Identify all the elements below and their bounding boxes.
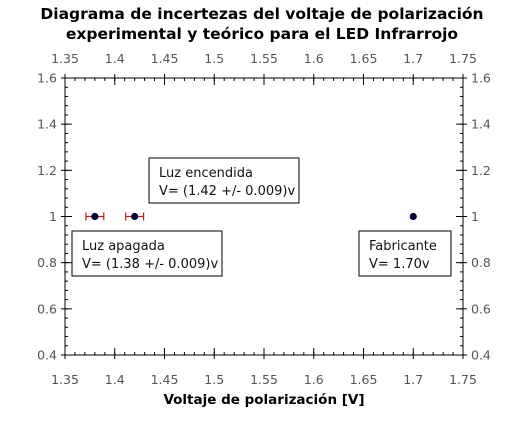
axis-ticks: 1.35 1.35 1.4 1.4 1.45 1.45 1.5 1.5 1.55 1.55 1.6 1… xyxy=(37,51,491,387)
x-tick-label-bottom: 1.55 xyxy=(250,372,278,387)
x-tick-label-bottom: 1.6 xyxy=(304,372,324,387)
x-tick-label-bottom: 1.5 xyxy=(204,372,224,387)
annotation-box xyxy=(358,230,452,277)
x-tick-label-top: 1.6 xyxy=(304,51,324,66)
annotation-box xyxy=(148,157,300,204)
y-tick-label-left: 1 xyxy=(49,209,57,224)
chart-title-line-2: experimental y teórico para el LED Infra… xyxy=(66,25,458,43)
y-tick-label-right: 1.6 xyxy=(471,71,491,86)
x-tick-label-top: 1.65 xyxy=(350,51,378,66)
data-point xyxy=(131,212,139,221)
x-tick-label-bottom: 1.75 xyxy=(449,372,477,387)
y-tick-label-left: 0.8 xyxy=(37,255,57,270)
x-tick-label-bottom: 1.7 xyxy=(403,372,423,387)
data-point xyxy=(91,212,99,221)
x-tick-label-bottom: 1.45 xyxy=(151,372,179,387)
data-point xyxy=(409,212,417,221)
annotation-text: V= (1.38 +/- 0.009)v xyxy=(82,257,218,272)
annotation-fabricante: Fabricante V= 1.70v xyxy=(358,230,452,277)
x-tick-label-top: 1.5 xyxy=(204,51,224,66)
annotation-text: Luz apagada xyxy=(82,239,165,254)
y-tick-label-right: 0.8 xyxy=(471,255,491,270)
annotation-text: Fabricante xyxy=(369,239,437,254)
x-tick-label-top: 1.75 xyxy=(449,51,477,66)
annotation-text: V= (1.42 +/- 0.009)v xyxy=(159,184,295,199)
annotation-box xyxy=(71,230,223,277)
annotation-text: V= 1.70v xyxy=(369,257,430,272)
y-tick-label-left: 1.2 xyxy=(37,163,57,178)
annotation-luz-apagada: Luz apagada V= (1.38 +/- 0.009)v xyxy=(71,230,223,277)
x-tick-label-bottom: 1.35 xyxy=(51,372,79,387)
x-tick-label-top: 1.55 xyxy=(250,51,278,66)
y-tick-label-left: 0.6 xyxy=(37,301,57,316)
x-tick-label-top: 1.35 xyxy=(51,51,79,66)
annotation-luz-encendida: Luz encendida V= (1.42 +/- 0.009)v xyxy=(148,157,300,204)
x-tick-label-top: 1.4 xyxy=(105,51,125,66)
chart-title-line-1: Diagrama de incertezas del voltaje de po… xyxy=(40,5,483,23)
x-tick-label-bottom: 1.4 xyxy=(105,372,125,387)
y-tick-label-right: 0.6 xyxy=(471,301,491,316)
y-tick-label-left: 0.4 xyxy=(37,348,57,363)
annotations: Luz encendida V= (1.42 +/- 0.009)v Luz apa… xyxy=(71,157,452,277)
y-tick-label-right: 1.4 xyxy=(471,117,491,132)
y-tick-label-right: 0.4 xyxy=(471,348,491,363)
x-tick-label-top: 1.7 xyxy=(403,51,423,66)
x-axis-label: Voltaje de polarización [V] xyxy=(163,392,364,408)
annotation-text: Luz encendida xyxy=(159,166,253,181)
plot-frame xyxy=(64,77,464,356)
y-tick-label-right: 1 xyxy=(471,209,479,224)
data-points xyxy=(91,212,417,221)
x-tick-label-bottom: 1.65 xyxy=(350,372,378,387)
x-tick-label-top: 1.45 xyxy=(151,51,179,66)
y-tick-label-left: 1.6 xyxy=(37,71,57,86)
y-tick-label-right: 1.2 xyxy=(471,163,491,178)
y-tick-label-left: 1.4 xyxy=(37,117,57,132)
